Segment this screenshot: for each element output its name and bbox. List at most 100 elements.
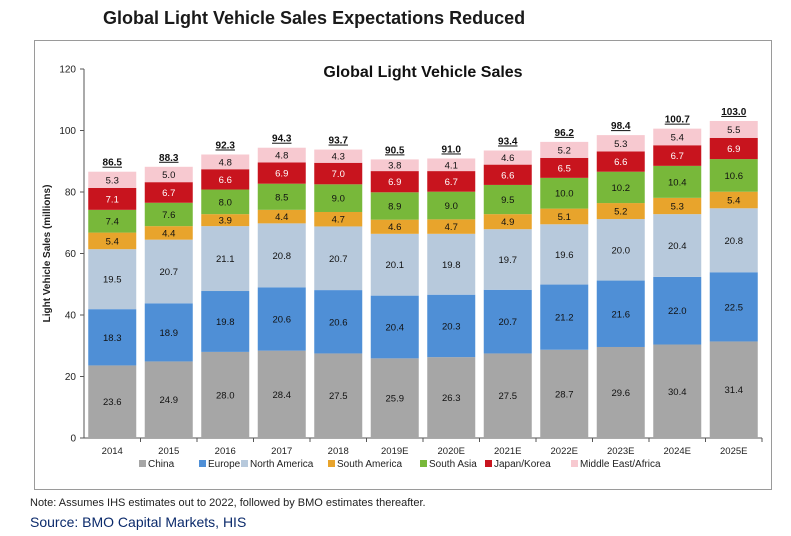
bar-data-label: 4.9 (501, 217, 514, 228)
bar-data-label: 9.0 (445, 201, 458, 212)
bar-segment (427, 294, 476, 358)
bar-data-label: 5.4 (106, 236, 119, 247)
bar-data-label: 4.6 (388, 222, 401, 233)
bar-data-label: 20.7 (499, 317, 518, 328)
bar-data-label: 5.5 (727, 125, 740, 136)
bar-segment (88, 209, 137, 233)
bar-total-label: 90.5 (385, 145, 405, 156)
bar-data-label: 6.7 (445, 177, 458, 188)
bar-segment (201, 351, 250, 438)
bar-total-label: 94.3 (272, 134, 292, 145)
bar-segment (144, 303, 193, 362)
bar-data-label: 18.9 (160, 328, 179, 339)
bar-data-label: 6.9 (388, 177, 401, 188)
bar-data-label: 7.6 (162, 210, 175, 221)
bar-segment (653, 214, 702, 277)
bar-segment (257, 162, 306, 184)
legend-label: South America (337, 459, 402, 470)
bar-segment (201, 226, 250, 292)
bar-segment (596, 280, 645, 347)
bar-segment (314, 211, 363, 227)
legend-swatch (328, 460, 335, 467)
bar-segment (540, 208, 589, 225)
bar-segment (257, 147, 306, 163)
bar-data-label: 20.7 (329, 254, 348, 265)
y-tick-label: 80 (65, 188, 77, 199)
bar-data-label: 8.9 (388, 201, 401, 212)
bar-data-label: 27.5 (329, 391, 348, 402)
bar-total-label: 86.5 (103, 158, 123, 169)
x-tick-label: 2015 (158, 446, 179, 457)
bar-segment (370, 159, 419, 172)
bar-data-label: 27.5 (499, 391, 518, 402)
bar-total-label: 96.2 (555, 128, 575, 139)
y-tick-label: 100 (59, 126, 76, 137)
bar-data-label: 21.2 (555, 313, 574, 324)
source-line: Source: BMO Capital Markets, HIS (30, 514, 247, 530)
bar-data-label: 26.3 (442, 393, 461, 404)
bar-segment (709, 341, 758, 438)
bar-data-label: 10.4 (668, 177, 687, 188)
bar-data-label: 6.9 (275, 169, 288, 180)
bar-data-label: 24.9 (160, 395, 179, 406)
bar-total-label: 92.3 (216, 140, 236, 151)
bar-data-label: 20.8 (273, 251, 292, 262)
bar-data-label: 20.4 (668, 241, 687, 252)
x-tick-label: 2023E (607, 446, 634, 457)
bar-segment (88, 365, 137, 438)
x-tick-label: 2019E (381, 446, 408, 457)
bar-segment (427, 191, 476, 220)
bar-segment (314, 184, 363, 212)
bar-data-label: 31.4 (725, 385, 744, 396)
x-tick-label: 2014 (102, 446, 123, 457)
bar-segment (144, 226, 193, 240)
bar-segment (483, 164, 532, 185)
bar-data-label: 5.3 (671, 201, 684, 212)
bar-data-label: 4.8 (219, 157, 232, 168)
bar-total-label: 93.4 (498, 136, 518, 147)
bar-segment (370, 358, 419, 438)
bar-segment (540, 177, 589, 209)
bar-data-label: 4.4 (275, 212, 288, 223)
bar-data-label: 20.8 (725, 236, 744, 247)
bar-data-label: 7.4 (106, 217, 119, 228)
bar-segment (427, 233, 476, 295)
legend-label: Japan/Korea (494, 459, 551, 470)
bar-data-label: 20.3 (442, 321, 461, 332)
bar-data-label: 18.3 (103, 333, 122, 344)
bar-total-label: 93.7 (329, 136, 349, 147)
bar-data-label: 8.5 (275, 192, 288, 203)
bar-data-label: 5.1 (558, 212, 571, 223)
bar-data-label: 20.0 (612, 245, 631, 256)
bar-total-label: 98.4 (611, 121, 631, 132)
legend-swatch (485, 460, 492, 467)
bar-segment (88, 188, 137, 210)
legend-label: North America (250, 459, 314, 470)
bar-segment (596, 171, 645, 204)
bar-data-label: 5.2 (614, 207, 627, 218)
y-axis-label: Light Vehicle Sales (millions) (42, 185, 53, 323)
bar-data-label: 23.6 (103, 397, 122, 408)
legend-label: South Asia (429, 459, 477, 470)
bar-total-label: 100.7 (665, 115, 690, 126)
bar-data-label: 19.8 (442, 260, 461, 271)
bar-segment (596, 135, 645, 152)
bar-segment (483, 289, 532, 354)
bar-data-label: 25.9 (386, 394, 405, 405)
bar-data-label: 5.4 (727, 195, 740, 206)
bar-segment (314, 353, 363, 438)
bar-data-label: 5.2 (558, 145, 571, 156)
bar-data-label: 6.6 (219, 175, 232, 186)
bar-segment (257, 209, 306, 224)
bar-segment (144, 239, 193, 304)
bar-data-label: 4.8 (275, 151, 288, 162)
bar-total-label: 88.3 (159, 153, 179, 164)
legend-swatch (199, 460, 206, 467)
bar-data-label: 9.0 (332, 194, 345, 205)
bar-segment (483, 353, 532, 438)
bar-segment (314, 162, 363, 185)
bar-data-label: 7.0 (332, 169, 345, 180)
bar-segment (88, 171, 137, 189)
bar-segment (257, 183, 306, 210)
legend-swatch (420, 460, 427, 467)
